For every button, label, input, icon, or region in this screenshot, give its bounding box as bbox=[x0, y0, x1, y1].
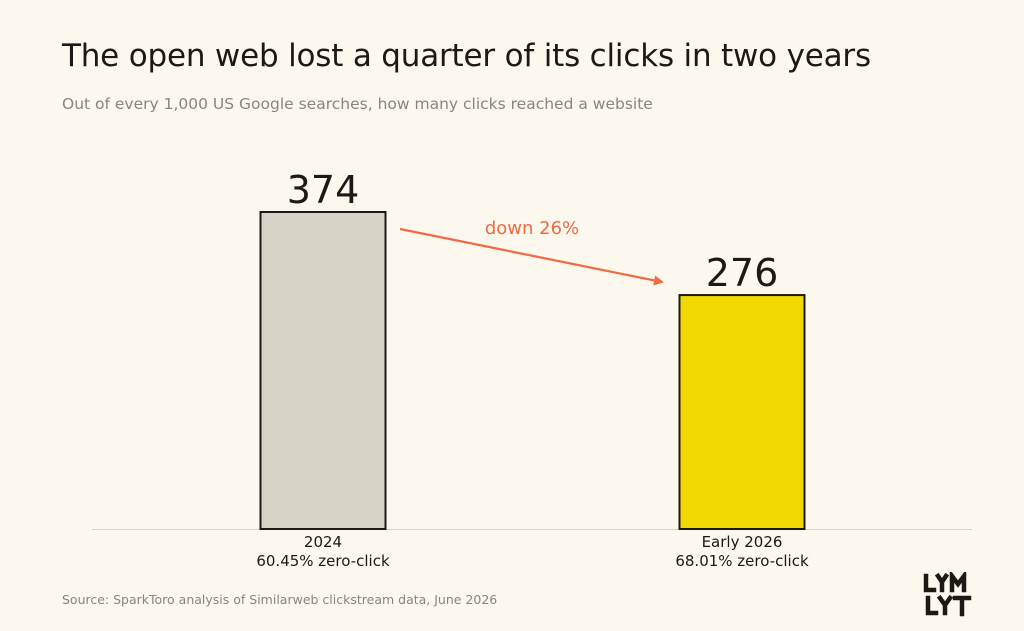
down-arrow bbox=[399, 227, 664, 286]
chart-title: The open web lost a quarter of its click… bbox=[62, 38, 871, 74]
category-label-2024: 2024 bbox=[304, 533, 342, 551]
category-sublabel-early-2026: 68.01% zero-click bbox=[675, 552, 809, 570]
chart-subtitle: Out of every 1,000 US Google searches, h… bbox=[62, 95, 653, 113]
value-label-early-2026: 276 bbox=[706, 251, 779, 295]
source-note: Source: SparkToro analysis of Similarweb… bbox=[62, 592, 498, 607]
lymlyt-logo bbox=[923, 572, 972, 617]
change-annotation: down 26% bbox=[485, 218, 579, 239]
bar-early-2026 bbox=[678, 294, 806, 530]
category-sublabel-2024: 60.45% zero-click bbox=[256, 552, 390, 570]
bar-2024 bbox=[259, 211, 387, 530]
value-label-2024: 374 bbox=[287, 168, 360, 212]
category-label-early-2026: Early 2026 bbox=[702, 533, 783, 551]
